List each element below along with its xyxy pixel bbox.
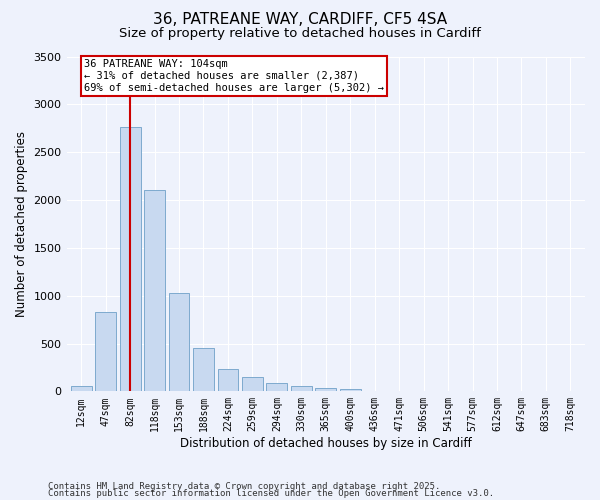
Bar bbox=[193, 348, 214, 392]
Y-axis label: Number of detached properties: Number of detached properties bbox=[15, 131, 28, 317]
Bar bbox=[291, 386, 312, 392]
Bar bbox=[71, 386, 92, 392]
Bar bbox=[364, 390, 385, 392]
Bar bbox=[95, 312, 116, 392]
Bar bbox=[340, 390, 361, 392]
Bar bbox=[218, 370, 238, 392]
Bar bbox=[242, 376, 263, 392]
Bar bbox=[266, 382, 287, 392]
X-axis label: Distribution of detached houses by size in Cardiff: Distribution of detached houses by size … bbox=[180, 437, 472, 450]
Text: 36, PATREANE WAY, CARDIFF, CF5 4SA: 36, PATREANE WAY, CARDIFF, CF5 4SA bbox=[153, 12, 447, 28]
Text: Contains public sector information licensed under the Open Government Licence v3: Contains public sector information licen… bbox=[48, 490, 494, 498]
Bar bbox=[316, 388, 336, 392]
Text: Size of property relative to detached houses in Cardiff: Size of property relative to detached ho… bbox=[119, 28, 481, 40]
Bar bbox=[169, 293, 190, 392]
Text: Contains HM Land Registry data © Crown copyright and database right 2025.: Contains HM Land Registry data © Crown c… bbox=[48, 482, 440, 491]
Bar bbox=[144, 190, 165, 392]
Text: 36 PATREANE WAY: 104sqm
← 31% of detached houses are smaller (2,387)
69% of semi: 36 PATREANE WAY: 104sqm ← 31% of detache… bbox=[83, 60, 383, 92]
Bar bbox=[120, 128, 140, 392]
